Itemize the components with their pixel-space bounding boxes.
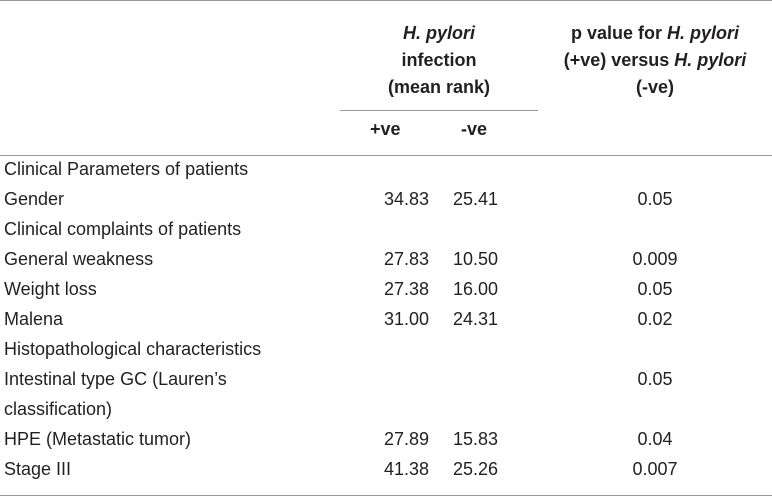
row-positive-mean-rank: 31.00 — [383, 309, 429, 329]
row-positive-mean-rank: 34.83 — [383, 189, 429, 209]
row-negative-mean-rank: 15.83 — [452, 429, 498, 449]
row-label: Gender — [4, 189, 65, 209]
header-p-line2-italic: H. pylori — [674, 50, 747, 70]
row-p-value: 0.04 — [637, 429, 673, 449]
header-hp-line2: infection — [401, 50, 477, 70]
row-positive-mean-rank: 27.89 — [383, 429, 429, 449]
table-top-rule — [0, 0, 772, 1]
table-row: Stage III 41.38 25.26 0.007 — [0, 454, 772, 484]
row-label: Weight loss — [4, 279, 97, 299]
table-row: Clinical complaints of patients — [0, 214, 772, 244]
header-hp-infection: H. pylori infection (mean rank) — [340, 20, 538, 101]
row-p-value: 0.05 — [637, 279, 673, 299]
header-p-line1-pre: p value for — [570, 23, 667, 43]
row-positive-mean-rank: 41.38 — [383, 459, 429, 479]
row-p-value: 0.05 — [637, 189, 673, 209]
row-p-value: 0.02 — [637, 309, 673, 329]
header-hp-line1: H. pylori — [402, 23, 475, 43]
row-label: Clinical Parameters of patients — [4, 159, 249, 179]
row-negative-mean-rank: 25.41 — [452, 189, 498, 209]
header-hp-line3: (mean rank) — [387, 77, 491, 97]
header-p-value: p value for H. pylori (+ve) versus H. py… — [538, 20, 772, 101]
header-p-line3: (-ve) — [635, 77, 674, 97]
table-row: Weight loss 27.38 16.00 0.05 — [0, 274, 772, 304]
row-label: Stage III — [4, 459, 72, 479]
row-negative-mean-rank: 10.50 — [452, 249, 498, 269]
row-negative-mean-rank: 16.00 — [452, 279, 498, 299]
row-label: Intestinal type GC (Lauren’s classificat… — [4, 369, 227, 419]
row-label: Clinical complaints of patients — [4, 219, 242, 239]
table-row: HPE (Metastatic tumor) 27.89 15.83 0.04 — [0, 424, 772, 454]
table-row: Histopathological characteristics — [0, 334, 772, 364]
row-label: Histopathological characteristics — [4, 339, 262, 359]
row-label: HPE (Metastatic tumor) — [4, 429, 192, 449]
header-bottom-rule — [0, 155, 772, 156]
subheader-negative: -ve — [461, 119, 488, 139]
row-negative-mean-rank: 25.26 — [452, 459, 498, 479]
row-label: Malena — [4, 309, 64, 329]
row-positive-mean-rank: 27.83 — [383, 249, 429, 269]
row-positive-mean-rank: 27.38 — [383, 279, 429, 299]
table-row: Intestinal type GC (Lauren’s classificat… — [0, 364, 772, 419]
row-label: General weakness — [4, 249, 154, 269]
row-p-value: 0.009 — [632, 249, 678, 269]
table-row: Clinical Parameters of patients — [0, 154, 772, 184]
subheader-positive: +ve — [370, 119, 401, 139]
header-p-line1-italic: H. pylori — [667, 23, 740, 43]
row-negative-mean-rank: 24.31 — [452, 309, 498, 329]
header-p-line2-pre: (+ve) versus — [563, 50, 675, 70]
row-p-value: 0.007 — [632, 459, 678, 479]
header-sub-rule — [340, 110, 538, 111]
table-row: General weakness 27.83 10.50 0.009 — [0, 244, 772, 274]
table-row: Malena 31.00 24.31 0.02 — [0, 304, 772, 334]
table-row: Gender 34.83 25.41 0.05 — [0, 184, 772, 214]
row-p-value: 0.05 — [637, 369, 673, 389]
